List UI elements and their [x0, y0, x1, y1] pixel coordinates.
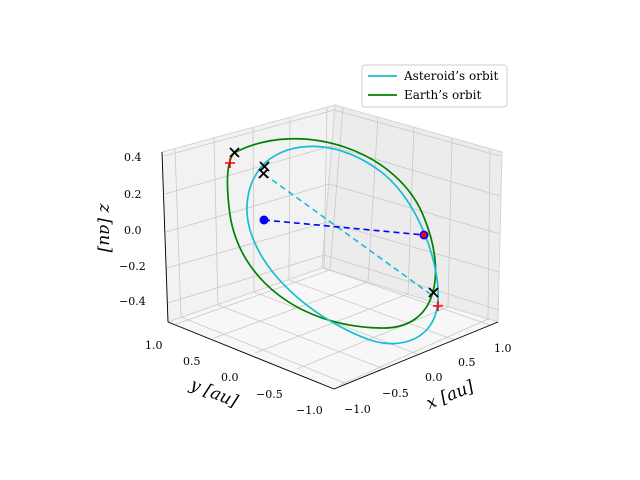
x-tick: −1.0	[344, 403, 371, 416]
z-tick: 0.4	[124, 151, 142, 164]
sun-marker	[259, 215, 269, 225]
z-tick: 0.0	[124, 224, 142, 237]
z-tick: −0.2	[119, 260, 146, 273]
axis-lines	[161, 151, 499, 390]
legend: Asteroid’s orbit Earth’s orbit	[361, 64, 508, 108]
x-tick: −0.5	[382, 387, 409, 400]
gridlines	[163, 106, 501, 386]
plus-markers	[225, 158, 443, 311]
x-tick: 1.0	[494, 342, 512, 355]
z-tick: 0.2	[124, 188, 142, 201]
y-tick-labels: 1.0 0.5 0.0 −0.5 −1.0	[145, 339, 323, 417]
y-tick: −1.0	[296, 404, 323, 417]
z-tick: −0.4	[119, 295, 146, 308]
asteroid-chord	[263, 173, 434, 297]
x-tick-labels: −1.0 −0.5 0.0 0.5 1.0	[344, 342, 512, 416]
legend-asteroid-label: Asteroid’s orbit	[403, 69, 498, 83]
y-tick: 0.0	[221, 371, 239, 384]
x-tick: 0.5	[458, 356, 476, 369]
y-tick: −0.5	[256, 388, 283, 401]
z-axis-label: z [au]	[95, 203, 115, 253]
earth-orbit-line	[226, 138, 437, 329]
asteroid-orbit-line	[246, 145, 439, 345]
x-tick: 0.0	[425, 371, 443, 384]
earth-sun-line	[263, 219, 425, 236]
y-tick: 1.0	[145, 339, 163, 352]
z-tick-labels: 0.4 0.2 0.0 −0.2 −0.4	[119, 151, 146, 308]
legend-earth-label: Earth’s orbit	[404, 88, 481, 102]
earth-marker-red	[421, 232, 427, 238]
x-markers	[229, 147, 439, 298]
legend-box	[361, 64, 508, 108]
y-tick: 0.5	[183, 355, 201, 368]
